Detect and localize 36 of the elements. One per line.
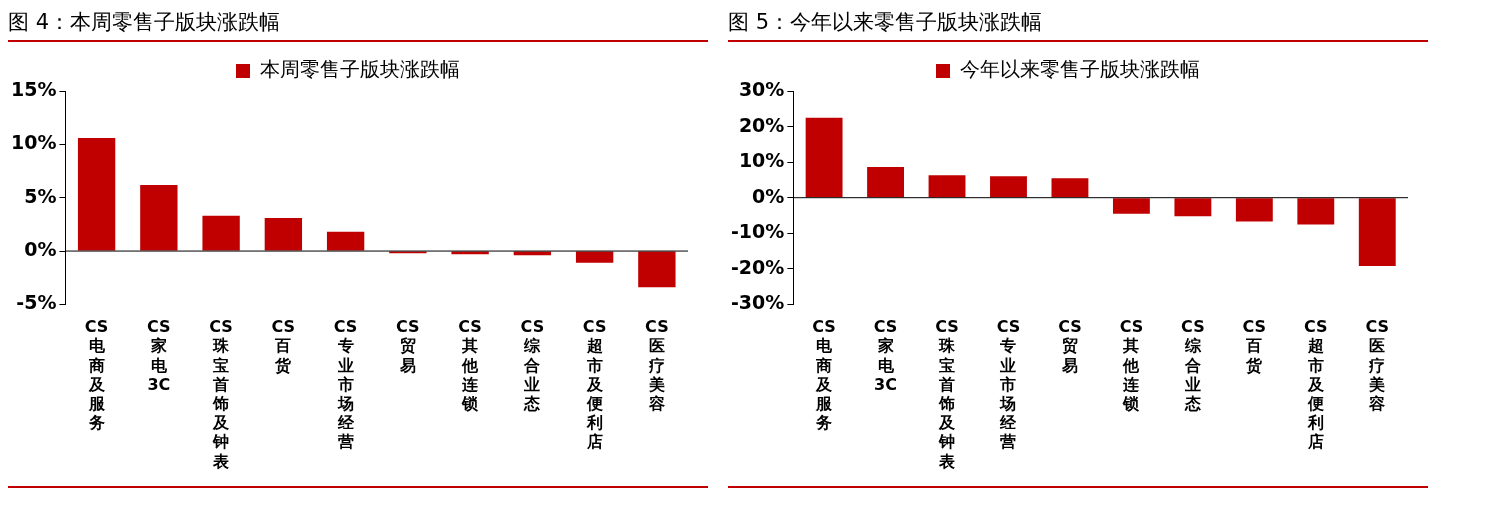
y-tick-label: 10% bbox=[738, 149, 785, 172]
y-tick-label: 0% bbox=[752, 184, 785, 207]
y-tick-label: 0% bbox=[24, 237, 57, 260]
chart-title: 图 5：今年以来零售子版块涨跌幅 bbox=[728, 8, 1428, 42]
x-tick-label: CS医疗美容 bbox=[645, 317, 669, 413]
x-tick-label: CS电商及服务 bbox=[812, 317, 836, 433]
y-tick-label: 15% bbox=[10, 77, 57, 100]
y-tick-label: -10% bbox=[730, 220, 785, 243]
x-tick-label: CS其他连锁 bbox=[1119, 317, 1144, 413]
y-tick-label: -20% bbox=[730, 255, 785, 278]
x-tick-label: CS综合业态 bbox=[520, 317, 545, 413]
x-tick-label: CS家电3C bbox=[147, 317, 171, 394]
x-tick-label: CS超市及便利店 bbox=[582, 317, 607, 452]
x-tick-label: CS超市及便利店 bbox=[1304, 317, 1328, 452]
legend-label: 本周零售子版块涨跌幅 bbox=[260, 57, 460, 82]
y-tick-label: 30% bbox=[738, 77, 785, 100]
x-tick-label: CS电商及服务 bbox=[84, 317, 109, 433]
x-tick-label: CS珠宝首饰及钟表 bbox=[209, 317, 233, 471]
chart-title: 图 4：本周零售子版块涨跌幅 bbox=[8, 8, 708, 42]
legend-label: 今年以来零售子版块涨跌幅 bbox=[960, 57, 1200, 82]
x-tick-label: CS贸易 bbox=[1058, 317, 1082, 375]
x-tick-label: CS医疗美容 bbox=[1365, 317, 1390, 413]
y-tick-label: -30% bbox=[730, 291, 785, 314]
x-tick-label: CS百货 bbox=[1242, 317, 1267, 375]
x-tick-label: CS百货 bbox=[271, 317, 296, 375]
y-tick-label: -5% bbox=[16, 291, 57, 314]
x-tick-label: CS专业市场经营 bbox=[333, 317, 358, 452]
x-tick-label: CS珠宝首饰及钟表 bbox=[935, 317, 959, 471]
x-tick-label: CS家电3C bbox=[873, 317, 898, 394]
y-tick-label: 20% bbox=[738, 113, 785, 136]
x-tick-label: CS其他连锁 bbox=[458, 317, 482, 413]
x-tick-label: CS综合业态 bbox=[1181, 317, 1205, 413]
y-tick-label: 10% bbox=[10, 131, 57, 154]
x-tick-label: CS专业市场经营 bbox=[996, 317, 1021, 452]
y-tick-label: 5% bbox=[24, 184, 57, 207]
x-tick-label: CS贸易 bbox=[396, 317, 420, 375]
